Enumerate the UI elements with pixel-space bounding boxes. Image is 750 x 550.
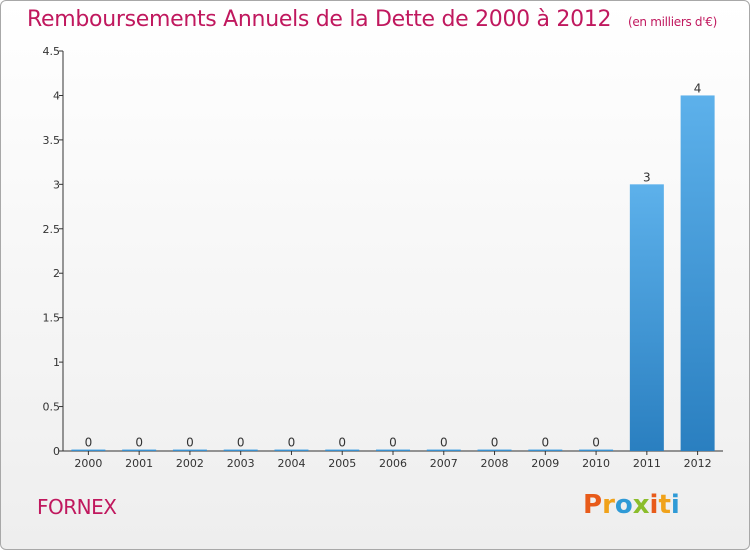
bar-value-label: 4 bbox=[694, 81, 702, 95]
proxiti-logo: Proxiti bbox=[583, 490, 680, 520]
bar bbox=[274, 449, 309, 451]
chart-title: Remboursements Annuels de la Dette de 20… bbox=[27, 7, 717, 32]
bar-value-label: 0 bbox=[592, 436, 600, 450]
logo-letter: o bbox=[614, 490, 633, 520]
commune-name: FORNEX bbox=[37, 495, 117, 519]
x-tick-label: 2009 bbox=[531, 457, 559, 470]
y-tick-label: 4.5 bbox=[43, 45, 61, 58]
logo-letter: P bbox=[583, 490, 603, 520]
bar-value-label: 0 bbox=[186, 436, 194, 450]
chart-title-text: Remboursements Annuels de la Dette de 20… bbox=[27, 7, 612, 32]
bar-value-label: 0 bbox=[491, 436, 499, 450]
y-tick-label: 1.5 bbox=[43, 312, 61, 325]
bar bbox=[376, 449, 410, 451]
y-tick-label: 2 bbox=[53, 267, 60, 280]
bar-value-label: 0 bbox=[389, 436, 397, 450]
x-tick-label: 2000 bbox=[74, 457, 102, 470]
x-tick-label: 2008 bbox=[481, 457, 509, 470]
y-tick-label: 0 bbox=[53, 445, 60, 458]
logo-letter: r bbox=[602, 490, 615, 520]
x-tick-label: 2005 bbox=[328, 457, 356, 470]
x-tick-label: 2002 bbox=[176, 457, 204, 470]
bar bbox=[477, 449, 512, 451]
bar-value-label: 0 bbox=[237, 436, 245, 450]
x-tick-label: 2010 bbox=[582, 457, 610, 470]
y-tick-label: 3 bbox=[53, 178, 60, 191]
bar bbox=[122, 449, 157, 451]
logo-letter: x bbox=[632, 490, 650, 520]
bar-value-label: 0 bbox=[288, 436, 296, 450]
bar bbox=[426, 449, 461, 451]
bar bbox=[71, 449, 106, 451]
bar bbox=[579, 449, 614, 451]
y-tick-label: 4 bbox=[53, 89, 60, 102]
x-tick-label: 2003 bbox=[227, 457, 255, 470]
logo-letter: i bbox=[649, 490, 659, 520]
x-tick-label: 2012 bbox=[684, 457, 712, 470]
bar-value-label: 0 bbox=[440, 436, 448, 450]
x-tick-label: 2006 bbox=[379, 457, 407, 470]
bar bbox=[223, 449, 258, 451]
y-tick-label: 2.5 bbox=[43, 223, 61, 236]
bar bbox=[172, 449, 207, 451]
bar bbox=[629, 184, 664, 452]
chart-subtitle: (en milliers d'€) bbox=[627, 15, 717, 29]
x-tick-label: 2001 bbox=[125, 457, 153, 470]
bar-value-label: 3 bbox=[643, 170, 651, 184]
bar-value-label: 0 bbox=[541, 436, 549, 450]
bar bbox=[528, 449, 563, 451]
x-tick-label: 2007 bbox=[430, 457, 458, 470]
logo-letter: i bbox=[670, 490, 680, 520]
y-tick-label: 3.5 bbox=[43, 134, 61, 147]
x-tick-label: 2011 bbox=[633, 457, 661, 470]
bar bbox=[325, 449, 360, 451]
y-tick-label: 0.5 bbox=[43, 401, 61, 414]
bar bbox=[680, 95, 715, 451]
x-tick-label: 2004 bbox=[277, 457, 305, 470]
bar-value-label: 0 bbox=[85, 436, 93, 450]
bar-value-label: 0 bbox=[135, 436, 143, 450]
bar-value-label: 0 bbox=[338, 436, 346, 450]
y-tick-label: 1 bbox=[53, 356, 60, 369]
logo-letter: t bbox=[658, 490, 671, 520]
